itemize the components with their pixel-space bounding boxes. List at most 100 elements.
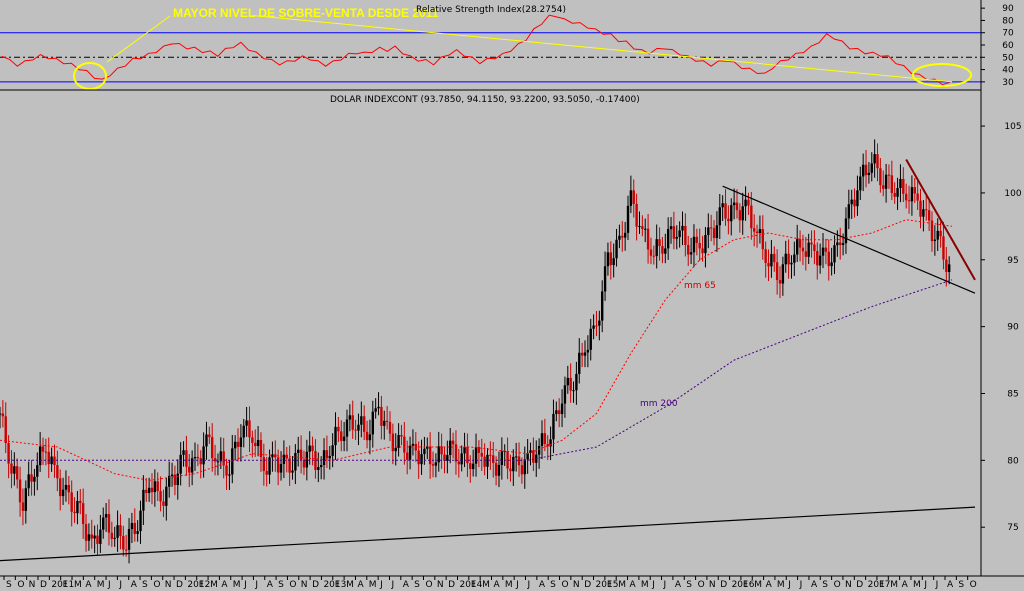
price-bar-body <box>288 458 291 473</box>
price-bar-body <box>90 534 93 539</box>
price-bar-body <box>345 419 349 437</box>
price-bar-body <box>947 264 951 272</box>
x-tick-label: J <box>923 580 927 590</box>
price-bar-body <box>770 253 773 267</box>
price-bar-body <box>678 230 681 238</box>
price-bar-body <box>348 415 352 420</box>
price-bar-body <box>669 226 673 230</box>
price-bar-body <box>603 266 607 292</box>
price-bar-body <box>394 447 397 452</box>
price-bar-body <box>0 413 2 415</box>
rsi-title: Relative Strength Index(28.2754) <box>416 5 566 15</box>
price-bar-body <box>406 452 409 460</box>
price-bar-body <box>833 245 836 263</box>
price-bar-body <box>185 450 188 467</box>
price-bar-body <box>374 408 377 412</box>
x-tick-label: M <box>346 580 354 590</box>
price-bar-body <box>755 231 759 234</box>
price-bar-body <box>294 452 297 471</box>
rsi-ytick-label: 80 <box>1002 16 1014 26</box>
price-bar-body <box>526 452 529 460</box>
x-tick-label: N <box>573 580 580 590</box>
price-bar-body <box>698 242 701 249</box>
x-tick-label: D <box>176 580 183 590</box>
price-bar-body <box>27 474 30 489</box>
price-bar-body <box>856 190 859 207</box>
price-bar-body <box>649 249 653 256</box>
rsi-ytick-label: 30 <box>1002 78 1014 88</box>
price-bar-body <box>747 199 750 206</box>
price-bar-body <box>655 239 658 257</box>
price-bar-body <box>687 244 690 255</box>
price-bar-body <box>494 463 498 476</box>
price-bar-body <box>383 420 386 426</box>
price-bar-body <box>377 406 380 409</box>
price-bar-body <box>233 441 237 449</box>
mm200-line <box>0 279 953 461</box>
price-bar-body <box>804 251 808 257</box>
price-bar-body <box>268 457 271 475</box>
x-tick-label: M <box>618 580 626 590</box>
price-bar-body <box>520 465 524 475</box>
price-bar-body <box>589 328 592 350</box>
x-tick-label: F <box>63 580 68 590</box>
price-bar-body <box>664 248 667 254</box>
price-bar-body <box>239 437 243 447</box>
price-bar-body <box>575 373 578 391</box>
price-bar-body <box>127 529 131 550</box>
price-bar-body <box>836 242 839 246</box>
price-bar-body <box>150 487 154 493</box>
price-bar-body <box>480 452 483 457</box>
price-bar-body <box>173 474 177 486</box>
price-bar-body <box>61 489 65 497</box>
price-bar-body <box>540 433 544 446</box>
x-tick-label: N <box>437 580 444 590</box>
price-bar-body <box>555 410 558 414</box>
price-bar-body <box>400 435 403 437</box>
price-bar-body <box>423 448 426 455</box>
x-tick-label: F <box>879 580 884 590</box>
price-bar-body <box>431 464 435 466</box>
price-bar-body <box>30 474 33 482</box>
price-bar-body <box>632 190 635 204</box>
x-tick-label: J <box>254 580 258 590</box>
x-tick-label: 2013 <box>323 580 346 590</box>
rsi-ytick-label: 60 <box>1002 41 1014 51</box>
x-tick-label: F <box>199 580 204 590</box>
x-tick-label: A <box>766 580 773 590</box>
price-bar-body <box>844 218 848 244</box>
x-tick-label: M <box>505 580 513 590</box>
price-bar-body <box>752 228 756 232</box>
price-bar-body <box>24 488 28 511</box>
price-bar-body <box>228 474 231 476</box>
price-bar-body <box>388 422 392 434</box>
price-bar-body <box>721 203 724 208</box>
price-bar-body <box>342 436 346 441</box>
price-bar-body <box>939 230 942 237</box>
price-bar-body <box>641 226 644 230</box>
price-bar-body <box>279 463 283 473</box>
x-tick-label: A <box>131 580 138 590</box>
x-tick-label: D <box>312 580 319 590</box>
price-bar-body <box>626 205 630 233</box>
price-bar-body <box>572 390 575 392</box>
price-ytick-label: 95 <box>1007 256 1018 266</box>
price-bar-body <box>595 325 598 327</box>
x-tick-label: J <box>390 580 394 590</box>
price-bar-body <box>36 465 39 477</box>
price-bar-body <box>469 463 472 470</box>
x-tick-label: M <box>369 580 377 590</box>
price-bar-body <box>907 200 911 202</box>
price-bar-body <box>925 209 928 211</box>
price-bar-body <box>76 500 79 514</box>
trendline-2 <box>722 185 976 294</box>
x-tick-label: S <box>414 580 420 590</box>
price-bar-body <box>107 514 111 533</box>
price-panel: DOLAR INDEXCONT (93.7850, 94.1150, 93.22… <box>0 95 1022 564</box>
price-bar-body <box>873 154 876 164</box>
price-bar-body <box>850 199 853 205</box>
price-bar-body <box>646 228 650 250</box>
price-bar-body <box>18 479 22 503</box>
price-bar-body <box>807 242 810 257</box>
